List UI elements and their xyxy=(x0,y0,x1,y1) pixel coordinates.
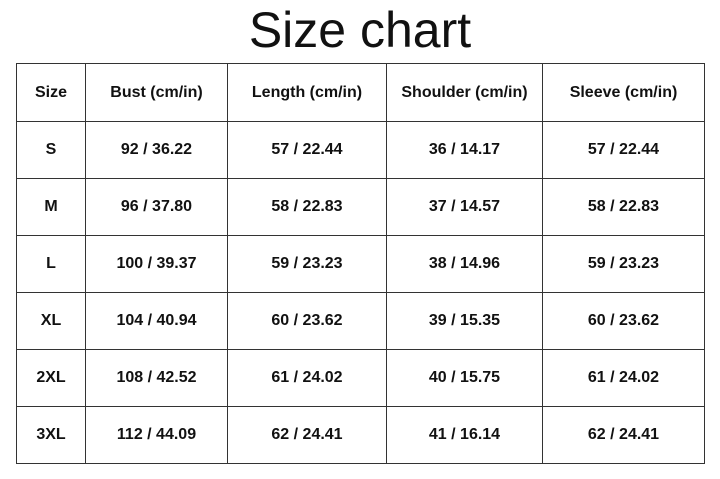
title: Size chart xyxy=(248,2,472,58)
cell: 100 / 39.37 xyxy=(85,235,228,293)
table-row: 2XL 108 / 42.52 61 / 24.02 40 / 15.75 61 / 2… xyxy=(16,349,705,407)
cell: 57 / 22.44 xyxy=(227,121,387,179)
cell: M xyxy=(16,178,86,236)
cell: 60 / 23.62 xyxy=(542,292,705,350)
header-cell: Shoulder (cm/in) xyxy=(386,63,543,122)
header-cell: Bust (cm/in) xyxy=(85,63,228,122)
table-row: L 100 / 39.37 59 / 23.23 38 / 14.96 59 / 23.… xyxy=(16,235,705,293)
cell: XL xyxy=(16,292,86,350)
cell: 92 / 36.22 xyxy=(85,121,228,179)
cell: 2XL xyxy=(16,349,86,407)
table-row: M 96 / 37.80 58 / 22.83 37 / 14.57 58 / 22.8… xyxy=(16,178,705,236)
header-cell: Length (cm/in) xyxy=(227,63,387,122)
cell: 96 / 37.80 xyxy=(85,178,228,236)
cell: 57 / 22.44 xyxy=(542,121,705,179)
cell: 58 / 22.83 xyxy=(542,178,705,236)
size-table: Size Bust (cm/in) Length (cm/in) Shoulder (… xyxy=(16,63,705,464)
header-row: Size Bust (cm/in) Length (cm/in) Shoulder (… xyxy=(16,63,705,122)
cell: 3XL xyxy=(16,406,86,464)
header-cell: Size xyxy=(16,63,86,122)
cell: S xyxy=(16,121,86,179)
cell: 38 / 14.96 xyxy=(386,235,543,293)
table-body: Size Bust (cm/in) Length (cm/in) Shoulder (… xyxy=(16,63,705,464)
cell: 37 / 14.57 xyxy=(386,178,543,236)
cell: 62 / 24.41 xyxy=(542,406,705,464)
cell: 39 / 15.35 xyxy=(386,292,543,350)
cell: 62 / 24.41 xyxy=(227,406,387,464)
cell: 104 / 40.94 xyxy=(85,292,228,350)
cell: 61 / 24.02 xyxy=(227,349,387,407)
cell: 41 / 16.14 xyxy=(386,406,543,464)
cell: 108 / 42.52 xyxy=(85,349,228,407)
cell: 40 / 15.75 xyxy=(386,349,543,407)
table-row: 3XL 112 / 44.09 62 / 24.41 41 / 16.14 62 / 2… xyxy=(16,406,705,464)
table-row: S 92 / 36.22 57 / 22.44 36 / 14.17 57 / 22.4… xyxy=(16,121,705,179)
table-row: XL 104 / 40.94 60 / 23.62 39 / 15.35 60 / 23… xyxy=(16,292,705,350)
cell: 60 / 23.62 xyxy=(227,292,387,350)
cell: 59 / 23.23 xyxy=(542,235,705,293)
cell: 61 / 24.02 xyxy=(542,349,705,407)
header-cell: Sleeve (cm/in) xyxy=(542,63,705,122)
cell: 112 / 44.09 xyxy=(85,406,228,464)
cell: L xyxy=(16,235,86,293)
cell: 58 / 22.83 xyxy=(227,178,387,236)
cell: 36 / 14.17 xyxy=(386,121,543,179)
cell: 59 / 23.23 xyxy=(227,235,387,293)
